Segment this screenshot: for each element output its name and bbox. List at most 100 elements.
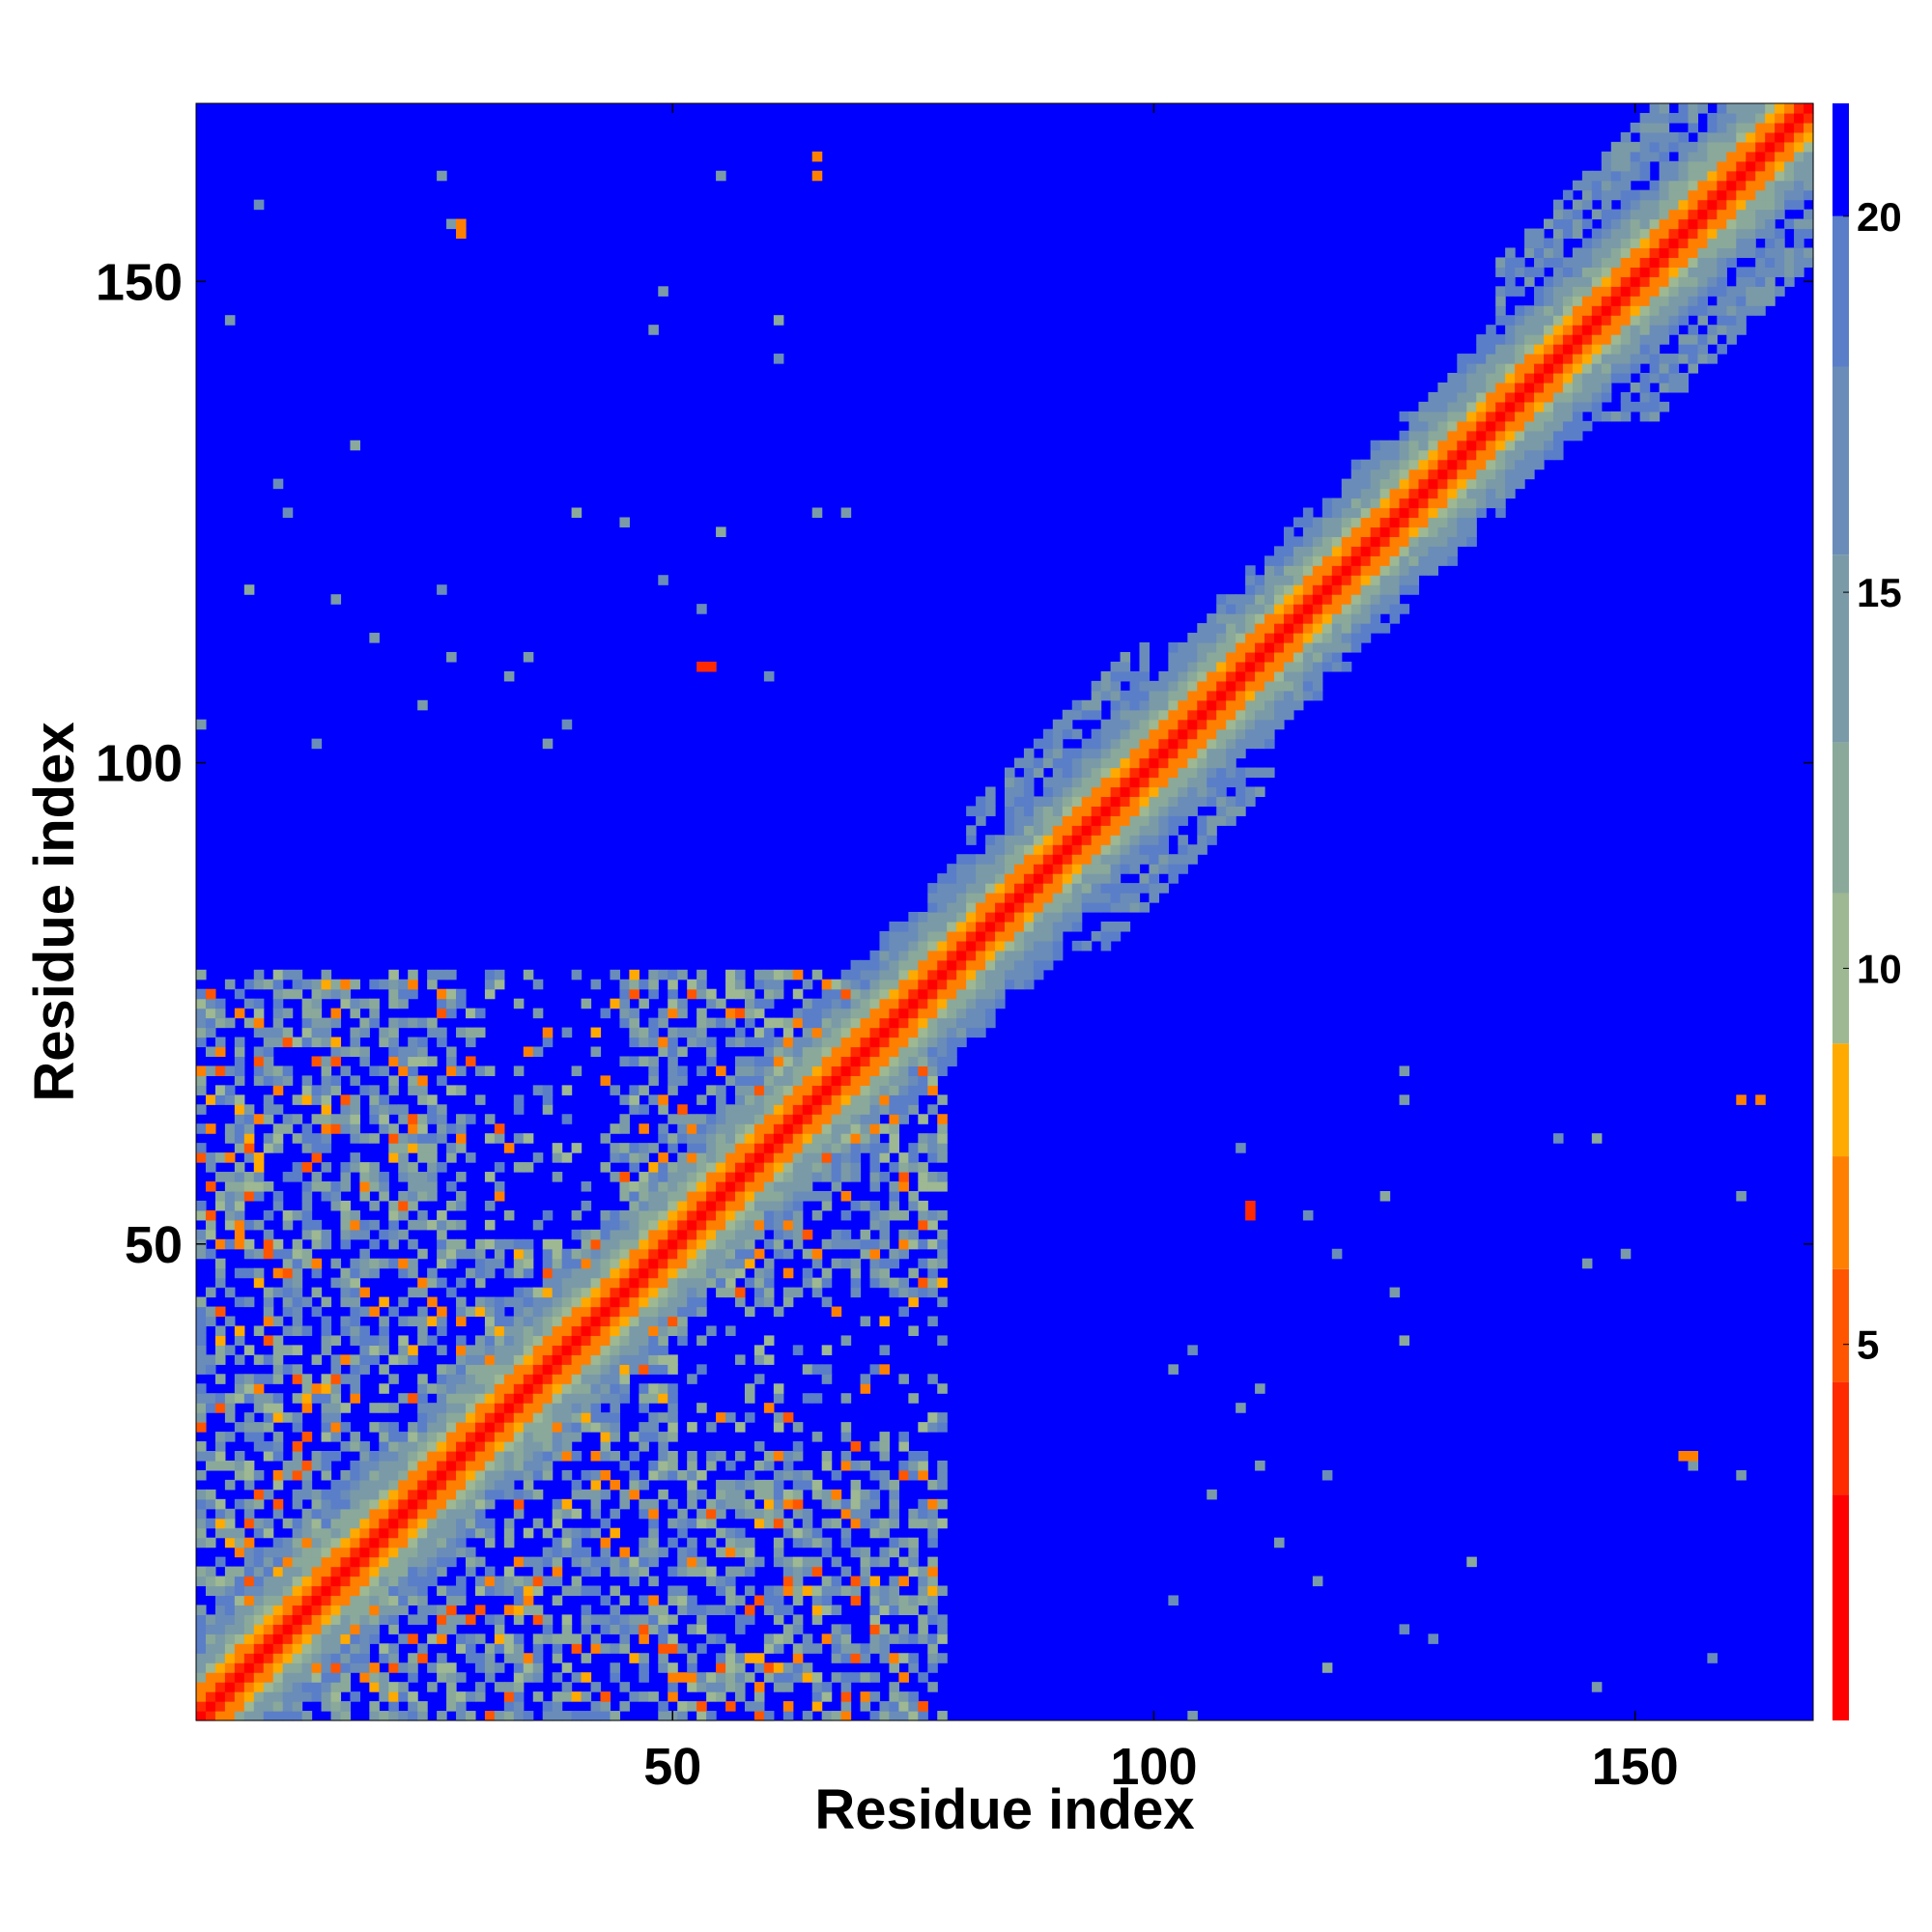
heatmap-cell [408,1056,418,1067]
heatmap-cell [1389,488,1401,499]
heatmap-cell [523,651,534,663]
heatmap-cell [408,1614,418,1625]
heatmap-cell [918,1711,928,1721]
heatmap-cell [610,1345,621,1355]
heatmap-cell [658,1104,668,1115]
heatmap-cell [369,1489,380,1500]
heatmap-cell [753,1711,765,1721]
heatmap-cell [321,1566,332,1577]
heatmap-cell [1447,382,1458,393]
heatmap-cell [763,1162,775,1173]
heatmap-cell [301,1432,313,1442]
heatmap-cell [561,1662,573,1673]
heatmap-cell [908,912,919,923]
heatmap-cell [763,1335,775,1346]
heatmap-cell [263,1316,274,1327]
heatmap-cell [879,1056,891,1067]
heatmap-cell [927,1498,938,1510]
heatmap-cell [388,988,399,1000]
heatmap-cell [802,1267,813,1279]
heatmap-cell [937,1296,948,1308]
heatmap-cell [437,1547,447,1558]
heatmap-cell [494,1316,505,1327]
heatmap-cell [272,1133,284,1144]
heatmap-cell [811,1209,823,1221]
heatmap-cell [513,1653,525,1663]
heatmap-cell [581,1605,592,1615]
heatmap-cell [1129,806,1141,816]
heatmap-cell [466,1008,476,1019]
heatmap-cell [976,979,986,990]
heatmap-cell [398,1489,409,1500]
heatmap-cell [889,1248,899,1260]
heatmap-cell [773,1556,784,1568]
heatmap-cell [1178,748,1188,759]
heatmap-cell [263,1451,274,1462]
heatmap-cell [1418,440,1430,451]
heatmap-cell [561,1306,573,1318]
heatmap-cell [1312,555,1323,566]
heatmap-cell [840,998,852,1009]
heatmap-cell [966,930,977,942]
heatmap-cell [1466,440,1477,451]
heatmap-cell [466,1634,476,1644]
heatmap-cell [696,1123,707,1134]
heatmap-cell [840,1682,852,1692]
heatmap-cell [234,1143,245,1153]
heatmap-cell [744,1238,755,1250]
heatmap-cell [437,1393,447,1404]
heatmap-cell [253,1008,265,1019]
heatmap-cell [648,1469,659,1481]
heatmap-cell [706,1576,717,1587]
heatmap-cell [292,1595,303,1606]
heatmap-cell [359,998,370,1009]
heatmap-cell [753,1653,765,1663]
heatmap-cell [253,1556,265,1568]
heatmap-cell [1110,844,1122,855]
heatmap-cell [850,1479,862,1491]
heatmap-cell [706,1634,717,1644]
heatmap-cell [753,1075,765,1086]
heatmap-cell [234,1238,245,1250]
heatmap-cell [1149,709,1160,721]
heatmap-cell [937,1277,948,1289]
heatmap-cell [494,1469,505,1481]
heatmap-cell [1321,546,1333,556]
heatmap-cell [408,1595,418,1606]
heatmap-cell [782,1046,794,1058]
heatmap-cell [918,930,928,942]
heatmap-cell [1081,709,1093,721]
heatmap-cell [648,1162,659,1173]
heatmap-cell [639,1267,649,1279]
heatmap-cell [763,1046,775,1058]
heatmap-cell [301,1672,313,1683]
heatmap-cell [542,1469,554,1481]
heatmap-cell [1245,1209,1256,1221]
heatmap-cell [1042,950,1054,961]
heatmap-cell [1245,719,1256,730]
heatmap-cell [1264,565,1275,576]
heatmap-cell [513,1325,525,1337]
heatmap-cell [321,1701,332,1712]
heatmap-cell [437,1556,447,1568]
heatmap-cell [561,1335,573,1346]
heatmap-cell [494,1383,505,1394]
heatmap-cell [456,1479,467,1491]
heatmap-cell [869,1643,881,1654]
heatmap-cell [773,1114,784,1124]
heatmap-cell [918,1498,928,1510]
heatmap-cell [1476,459,1487,470]
heatmap-cell [214,1585,226,1597]
heatmap-cell [889,1634,899,1644]
heatmap-cell [437,1075,447,1086]
heatmap-cell [214,1200,226,1211]
heatmap-cell [388,1547,399,1558]
heatmap-cell [1091,902,1102,913]
heatmap-cell [889,1605,899,1615]
heatmap-cell [773,1489,784,1500]
heatmap-cell [610,1672,621,1683]
heatmap-cell [1168,1595,1179,1606]
heatmap-cell [1005,854,1015,865]
heatmap-cell [1207,738,1217,750]
heatmap-cell [359,1576,370,1587]
